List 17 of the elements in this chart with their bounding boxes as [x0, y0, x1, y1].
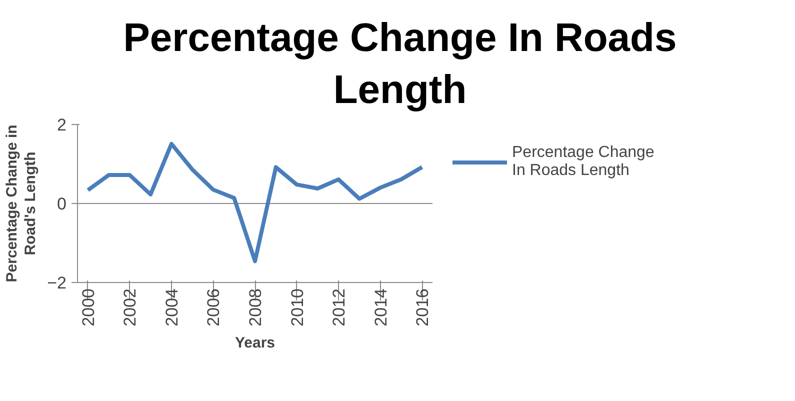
y-tick-label: 2 — [57, 116, 67, 134]
chart-title: Percentage Change In Roads Length — [122, 15, 678, 114]
x-tick-label: 2008 — [246, 288, 265, 326]
y-tick-label: 0 — [57, 194, 67, 214]
x-tick-label: 2012 — [330, 288, 349, 326]
x-tick-label: 2004 — [162, 288, 182, 326]
y-tick-label: −2 — [47, 274, 67, 292]
y-axis-title: Percentage Change in Road's Length — [3, 124, 40, 282]
legend-label: Percentage Change In Roads Length — [512, 144, 654, 180]
x-tick-label: 2002 — [120, 288, 140, 326]
x-tick-label: 2000 — [78, 288, 98, 326]
x-axis-title: Years — [234, 334, 276, 352]
x-tick-label: 2010 — [288, 288, 307, 326]
line-series — [86, 142, 424, 264]
x-tick-label: 2014 — [371, 288, 390, 326]
x-tick-label: 2016 — [413, 288, 432, 326]
x-tick-label: 2006 — [204, 288, 224, 326]
